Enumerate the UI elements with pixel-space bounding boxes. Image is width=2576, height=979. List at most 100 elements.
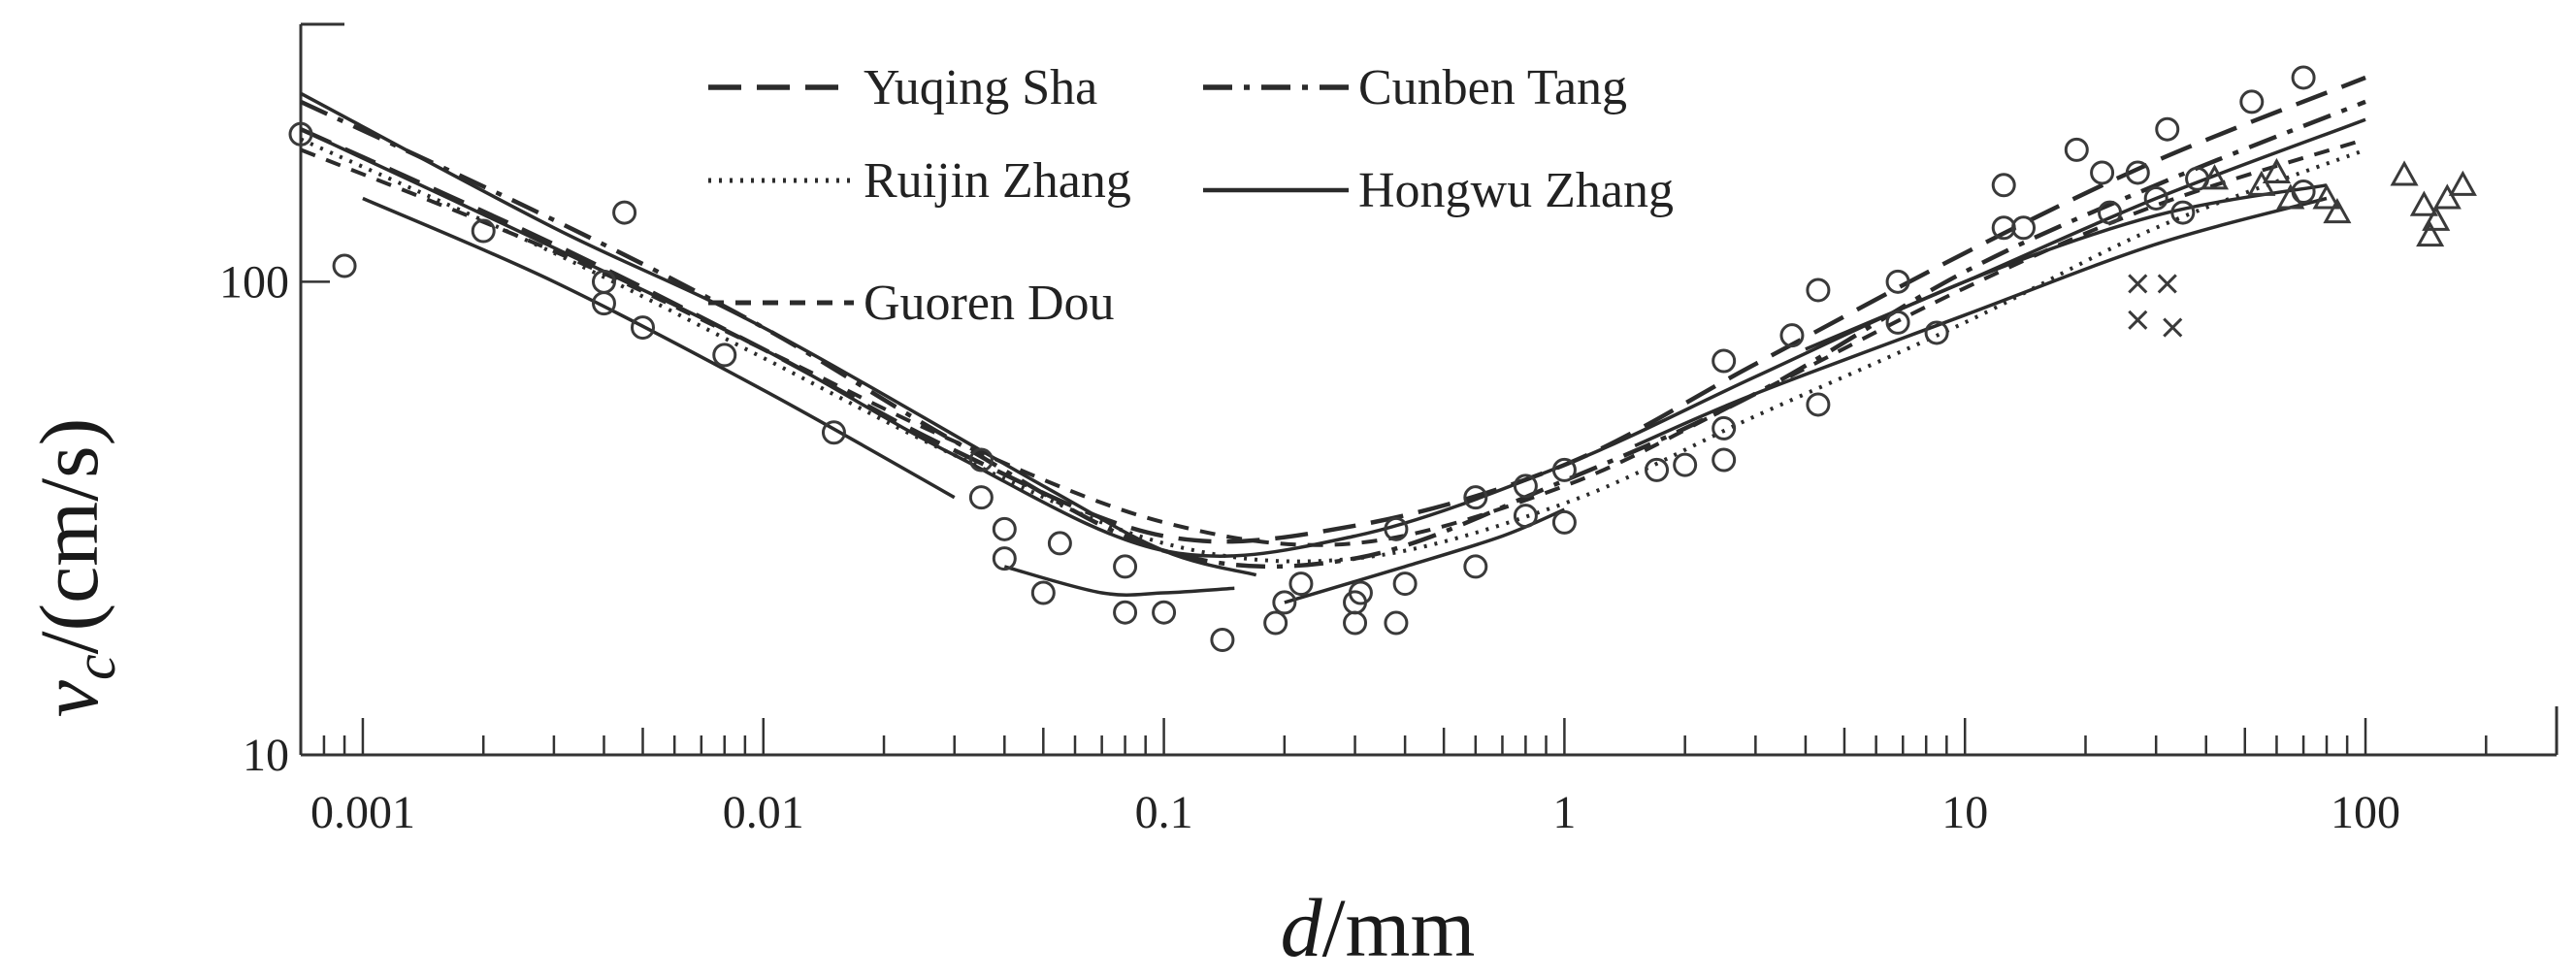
tick-marks [299,280,2559,757]
circle-marker [1806,392,1831,417]
circle-marker [1263,610,1288,636]
triangle-marker [2247,170,2276,196]
circle-marker [1463,554,1488,579]
y-axis-subscript: c [63,654,127,680]
circle-marker [992,516,1017,541]
circle-marker [712,343,737,368]
cross-marker [2128,310,2148,330]
circle-marker [332,253,357,278]
triangle-marker [2312,183,2341,210]
circle-marker [2155,116,2180,142]
circle-marker [630,315,655,341]
circle-marker [1551,457,1577,482]
x-tick-label: 0.01 [723,787,804,838]
series-line-hongwu-zhang [1003,565,1235,597]
circle-marker [612,200,637,225]
y-axis-title: vc/(cm/s) [22,418,127,717]
circle-marker [1113,554,1138,579]
x-axis-title: d/mm [1281,881,1476,974]
circle-marker [2291,65,2316,90]
circle-marker [1712,447,1737,473]
tick-labels: 0.001 0.01 0.1 1 10 100 10 100 [219,256,2400,838]
legend-label-guoren-dou: Guoren Dou [864,276,1115,331]
circle-marker [1030,580,1056,605]
legend-label-cunben-tang: Cunben Tang [1358,60,1627,115]
triangle-marker [2422,205,2451,231]
circle-marker [2143,185,2168,211]
circle-marker [1924,320,1949,345]
triangle-marker [2390,160,2419,186]
circle-marker [288,121,313,147]
circle-marker [1885,269,1910,294]
series-line-hongwu-zhang [300,91,1257,577]
triangle-marker [2416,220,2445,247]
legend-label-yuqing-sha: Yuqing Sha [864,60,1097,115]
circle-marker [1779,323,1805,348]
triangle-marker [2448,170,2477,196]
triangle-marker [2276,183,2305,210]
series-line-cunben-tang [300,99,2366,570]
circle-marker [1991,215,2016,241]
circle-marker [1152,600,1177,625]
cross-marker [2163,317,2183,338]
circle-marker [1348,580,1373,605]
data-markers [288,65,2477,652]
legend-label-hongwu-zhang: Hongwu Zhang [1358,163,1674,218]
circle-marker [471,218,496,244]
y-tick-label: 10 [243,730,289,781]
circle-marker [1384,610,1409,636]
circle-marker [1712,415,1737,441]
circle-marker [968,485,994,510]
y-axis-variable: v [22,679,115,717]
circle-marker [1392,571,1418,597]
circle-marker [1712,348,1737,374]
legend: Yuqing Sha Cunben Tang Ruijin Zhang Hongwu … [708,60,1674,331]
circle-marker [1645,457,1670,482]
x-axis-variable: d [1281,881,1323,974]
legend-label-ruijin-zhang: Ruijin Zhang [864,153,1131,209]
x-tick-label: 0.001 [310,787,415,838]
circle-marker [992,546,1017,571]
series-line-hongwu-zhang [1634,196,2328,448]
y-tick-label: 100 [219,256,289,308]
circle-marker [2098,200,2123,225]
circle-marker [1047,531,1072,556]
circle-marker [2064,137,2089,162]
triangle-marker [2432,183,2462,210]
circle-marker [1272,590,1297,615]
series-line-hongwu-zhang [362,196,956,500]
triangle-marker [2262,157,2292,184]
circle-marker [1806,277,1831,303]
circle-marker [2170,200,2196,225]
circle-marker [1113,600,1138,625]
triangle-marker [2200,164,2230,190]
circle-marker [1673,452,1698,477]
x-tick-label: 1 [1552,787,1576,838]
x-tick-label: 100 [2331,787,2400,838]
x-axis-unit: /mm [1322,881,1476,974]
series-lines [300,75,2366,604]
circle-marker [1384,516,1409,541]
circle-marker [591,291,616,316]
x-tick-label: 10 [1941,787,1988,838]
circle-marker [1513,504,1538,529]
circle-marker [2239,89,2265,114]
circle-marker [1288,571,1314,597]
circle-marker [2090,160,2115,185]
x-tick-label: 0.1 [1135,787,1193,838]
triangle-marker [2409,190,2438,216]
circle-marker [1513,473,1538,499]
y-axis-unit: /(cm/s) [22,418,115,655]
circle-marker [2125,160,2150,185]
circle-marker [2011,215,2037,241]
series-line-hongwu-zhang [1805,117,2366,351]
triangle-marker [2323,197,2352,224]
cross-marker [2157,274,2177,294]
circle-marker [1551,509,1577,535]
circle-marker [1463,485,1488,510]
circle-marker [821,420,846,445]
circle-marker [1885,310,1910,335]
series-line-guoren-dou [300,137,2366,547]
circle-marker [968,447,994,473]
